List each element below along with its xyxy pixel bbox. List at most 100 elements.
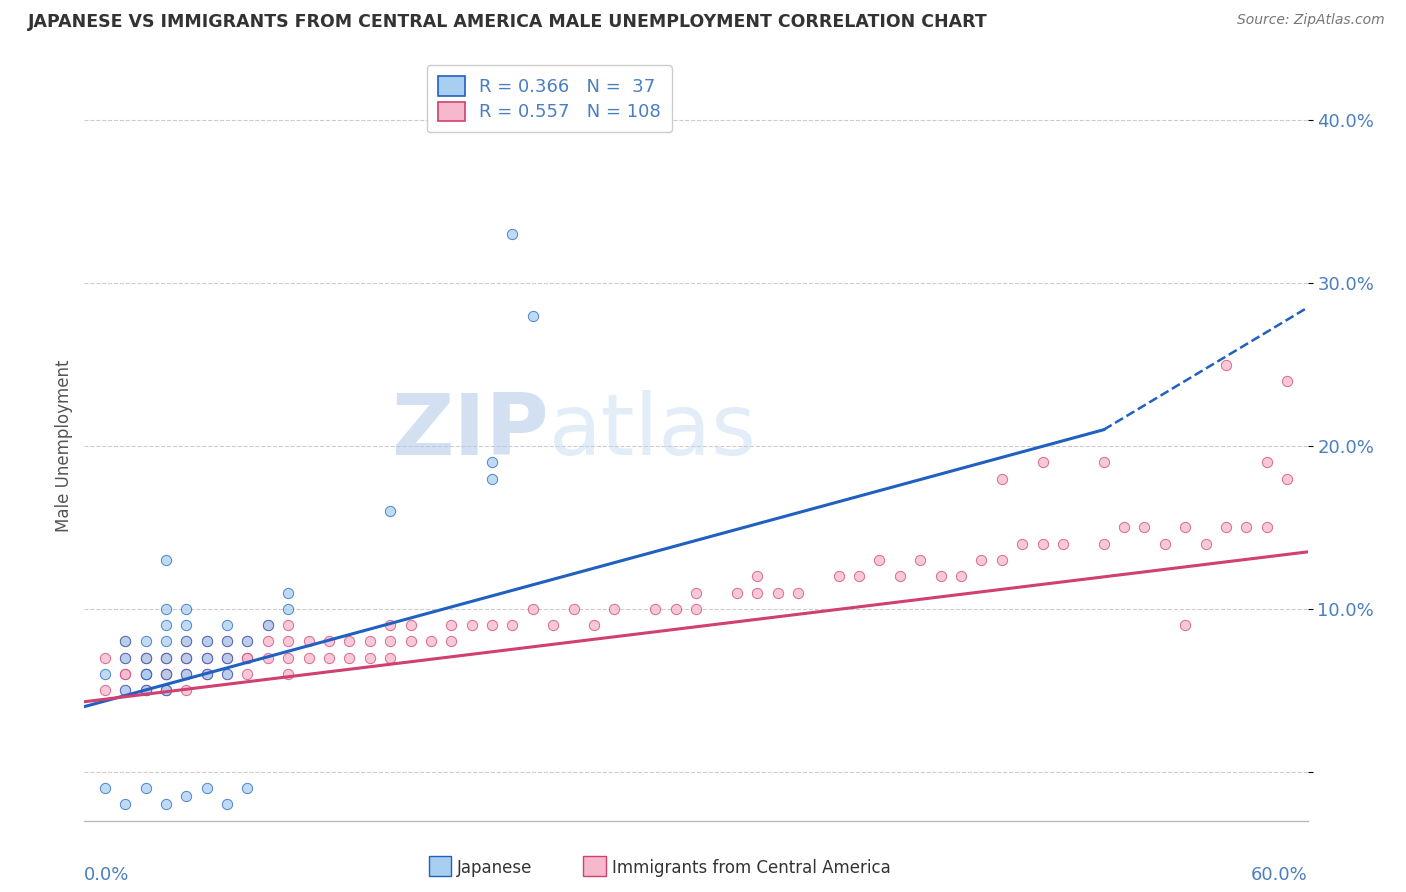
Point [440, 634, 463, 648]
Point [195, 634, 218, 648]
Text: Immigrants from Central America: Immigrants from Central America [612, 859, 890, 877]
Text: JAPANESE VS IMMIGRANTS FROM CENTRAL AMERICA MALE UNEMPLOYMENT CORRELATION CHART: JAPANESE VS IMMIGRANTS FROM CENTRAL AMER… [28, 13, 988, 31]
Point [217, 634, 239, 648]
Point [93, 683, 115, 698]
Point [236, 650, 259, 665]
Point [236, 634, 259, 648]
Point [889, 569, 911, 583]
Point [787, 585, 810, 599]
Point [1174, 520, 1197, 534]
Point [155, 634, 177, 648]
Point [562, 602, 585, 616]
Point [298, 650, 321, 665]
Point [114, 667, 136, 681]
Text: 0.0%: 0.0% [84, 865, 129, 884]
Point [114, 667, 136, 681]
Point [603, 602, 626, 616]
Point [257, 618, 280, 632]
Point [869, 553, 891, 567]
Point [339, 650, 361, 665]
Point [174, 650, 197, 665]
Point [1114, 520, 1136, 534]
Point [236, 650, 259, 665]
Point [114, 650, 136, 665]
Point [236, 634, 259, 648]
Point [380, 618, 402, 632]
Point [236, 780, 259, 795]
Point [174, 618, 197, 632]
Point [135, 650, 157, 665]
Point [135, 667, 157, 681]
Point [910, 553, 932, 567]
Point [174, 683, 197, 698]
Point [1277, 374, 1299, 388]
Point [155, 683, 177, 698]
Point [725, 585, 748, 599]
Point [217, 634, 239, 648]
Point [257, 618, 280, 632]
Point [950, 569, 973, 583]
Text: Source: ZipAtlas.com: Source: ZipAtlas.com [1237, 13, 1385, 28]
Point [114, 797, 136, 812]
Point [195, 650, 218, 665]
Point [217, 667, 239, 681]
Point [359, 650, 381, 665]
Point [766, 585, 789, 599]
Point [155, 602, 177, 616]
Point [1256, 520, 1278, 534]
Point [155, 797, 177, 812]
Point [665, 602, 688, 616]
Point [93, 667, 115, 681]
Point [339, 634, 361, 648]
Point [277, 667, 299, 681]
Point [1032, 537, 1054, 551]
Point [970, 553, 993, 567]
Point [318, 650, 340, 665]
Point [747, 569, 769, 583]
Point [420, 634, 443, 648]
Point [1236, 520, 1258, 534]
Point [135, 650, 157, 665]
Point [685, 585, 707, 599]
Point [174, 667, 197, 681]
Text: ZIP: ZIP [391, 390, 550, 473]
Point [1092, 537, 1115, 551]
Point [1011, 537, 1033, 551]
Point [155, 553, 177, 567]
Point [155, 650, 177, 665]
Point [685, 602, 707, 616]
Point [257, 634, 280, 648]
Point [380, 504, 402, 518]
Point [522, 602, 544, 616]
Point [217, 667, 239, 681]
Point [481, 455, 503, 469]
Point [174, 602, 197, 616]
Point [195, 780, 218, 795]
Point [217, 650, 239, 665]
Point [155, 667, 177, 681]
Point [1195, 537, 1218, 551]
Point [114, 683, 136, 698]
Point [277, 602, 299, 616]
Point [135, 683, 157, 698]
Point [359, 634, 381, 648]
Point [155, 667, 177, 681]
Point [399, 618, 422, 632]
Point [502, 618, 524, 632]
Point [174, 667, 197, 681]
Point [155, 683, 177, 698]
Point [929, 569, 952, 583]
Point [93, 650, 115, 665]
Point [277, 618, 299, 632]
Point [195, 650, 218, 665]
Point [1256, 455, 1278, 469]
Legend: R = 0.366   N =  37, R = 0.557   N = 108: R = 0.366 N = 37, R = 0.557 N = 108 [426, 65, 672, 132]
Point [217, 797, 239, 812]
Point [277, 585, 299, 599]
Point [155, 650, 177, 665]
Point [522, 309, 544, 323]
Point [991, 472, 1014, 486]
Point [135, 650, 157, 665]
Point [1133, 520, 1156, 534]
Point [174, 667, 197, 681]
